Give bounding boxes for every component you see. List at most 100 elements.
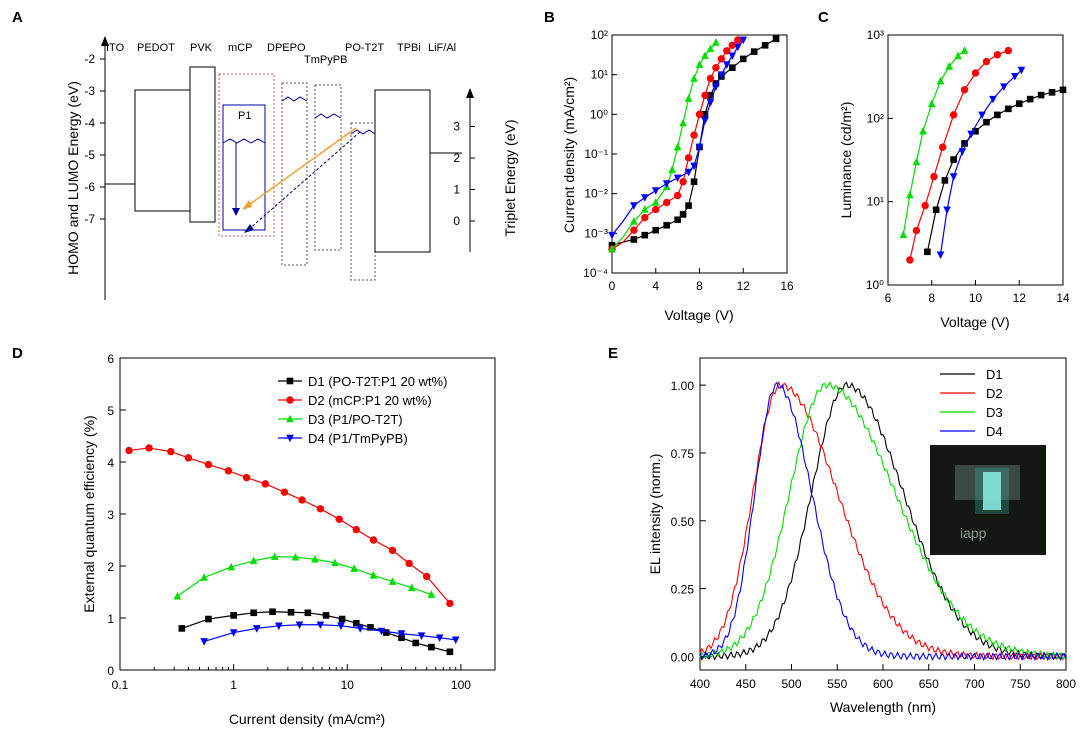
e-ytick-label: 0.50 — [671, 515, 695, 529]
c-point-d1 — [941, 177, 949, 184]
c-ytick-label: 10² — [867, 111, 884, 125]
c-point-d1 — [932, 206, 940, 214]
d-xtick-label: 100 — [451, 678, 471, 692]
c-point-d1 — [972, 127, 979, 135]
b-point-d4 — [695, 143, 704, 152]
b-point-d2 — [679, 178, 687, 186]
c-point-d4 — [958, 148, 967, 156]
d-line-d1 — [181, 611, 451, 653]
d-point-d1 — [338, 615, 346, 623]
c-xtick-label: 14 — [1056, 291, 1070, 305]
p1-box — [222, 104, 266, 231]
b-point-d1 — [663, 221, 670, 229]
po-t2t-triplet — [350, 129, 376, 135]
panel-b-ylabel: Current density (mA/cm²) — [561, 77, 577, 233]
panel-a-label: A — [12, 9, 23, 26]
d-point-d1 — [250, 609, 257, 617]
c-line-d2 — [909, 50, 1009, 261]
d-point-d3 — [427, 590, 436, 598]
panel-d: D 0.1 1 10 100 0 1 2 3 4 5 6 D1 (PO-T2T:P1 20 wt%)… — [12, 345, 496, 727]
pedot-box — [134, 89, 191, 212]
layer-tmpypb: TmPyPB — [304, 54, 347, 66]
b-point-d3 — [690, 74, 698, 82]
c-point-d1 — [1015, 100, 1023, 107]
b-point-d2 — [684, 154, 693, 162]
d-point-d3 — [173, 591, 182, 600]
b-point-d2 — [690, 131, 698, 139]
c-point-d4 — [1011, 72, 1019, 81]
c-point-d2 — [912, 226, 921, 235]
b-point-d4 — [739, 36, 748, 45]
b-ytick-label: 10² — [591, 28, 608, 42]
d-point-d1 — [205, 615, 212, 623]
panel-c-ylabel: Luminance (cd/m²) — [838, 102, 854, 219]
c-ytick-label: 10¹ — [867, 195, 884, 209]
b-point-d1 — [701, 111, 709, 118]
d-point-d2 — [446, 599, 454, 608]
panel-e-ticks: 400 450 500 550 600 650 700 750 800 0.00 0.25 0.50 0… — [671, 379, 1077, 691]
e-xtick-label: 800 — [1056, 677, 1076, 691]
c-point-d4 — [978, 111, 986, 120]
e-legend-label: D3 — [986, 405, 1003, 420]
b-point-d4 — [651, 187, 660, 195]
b-point-d2 — [652, 205, 660, 214]
c-point-d1 — [1059, 86, 1067, 94]
c-point-d3 — [936, 76, 945, 85]
c-point-d2 — [949, 111, 958, 119]
d-point-d1 — [230, 612, 237, 619]
d-legend-label: D2 (mCP:P1 20 wt%) — [308, 393, 432, 408]
d-legend-marker — [286, 377, 294, 385]
b-point-d2 — [673, 191, 682, 200]
b-point-d4 — [684, 168, 693, 177]
c-point-d1 — [924, 248, 931, 256]
c-point-d2 — [993, 51, 1002, 59]
b-point-d1 — [739, 55, 747, 63]
d-point-d3 — [270, 552, 279, 560]
d-ytick-label: 0 — [107, 664, 114, 678]
d-point-d2 — [298, 496, 306, 504]
d-ytick-label: 3 — [107, 508, 114, 522]
d-point-d2 — [280, 488, 289, 496]
d-point-d4 — [435, 634, 444, 643]
panel-d-label: D — [12, 345, 23, 362]
d-point-d2 — [145, 444, 153, 452]
d-point-d4 — [275, 622, 283, 631]
d-point-d3 — [227, 562, 235, 571]
e-xtick-label: 550 — [827, 677, 847, 691]
c-line-d4 — [939, 69, 1022, 255]
po-t2t-box — [350, 122, 376, 281]
b-point-d4 — [733, 43, 742, 52]
e-legend-label: D1 — [986, 367, 1003, 382]
panel-a-right-ticks: 0 1 2 3 — [453, 120, 475, 228]
d-line-d2 — [128, 447, 451, 604]
d-point-d2 — [335, 515, 343, 523]
dpepo-triplet — [281, 96, 308, 102]
a-ytick-label: -4 — [84, 116, 95, 130]
d-point-d3 — [291, 552, 300, 561]
e-xtick-label: 500 — [781, 677, 801, 691]
d-point-d2 — [316, 505, 325, 513]
d-point-d4 — [377, 627, 386, 636]
d-point-d1 — [304, 609, 312, 617]
d-point-d3 — [311, 554, 319, 563]
panel-d-ticks: 0.1 1 10 100 0 1 2 3 4 5 6 — [107, 352, 471, 692]
b-point-d3 — [706, 44, 715, 53]
d-xtick-label: 1 — [230, 678, 237, 692]
d-legend-marker — [286, 434, 294, 443]
d-point-d2 — [423, 572, 431, 581]
c-point-d4 — [1000, 83, 1008, 91]
a-rtick-label: 0 — [453, 214, 460, 228]
panel-a-ylabel: HOMO and LUMO Energy (eV) — [65, 81, 81, 275]
layer-dpepo: DPEPO — [267, 42, 306, 54]
c-point-d1 — [950, 156, 957, 163]
b-point-d4 — [662, 180, 671, 188]
panel-c-ticks: 6 8 10 12 14 10⁰ 10¹ 10² 10³ — [866, 28, 1070, 305]
e-xtick-label: 400 — [690, 677, 710, 691]
d-ytick-label: 5 — [107, 404, 114, 418]
d-point-d1 — [352, 619, 360, 627]
panel-e-xlabel: Wavelength (nm) — [830, 699, 936, 715]
c-point-d3 — [899, 230, 908, 239]
a-rtick-label: 3 — [453, 120, 460, 134]
b-point-d2 — [734, 36, 742, 44]
d-legend-label: D1 (PO-T2T:P1 20 wt%) — [308, 374, 447, 389]
